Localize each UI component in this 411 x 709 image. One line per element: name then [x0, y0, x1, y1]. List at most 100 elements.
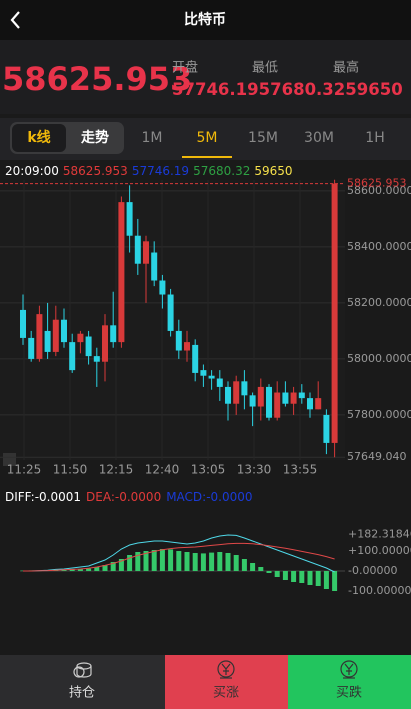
quote-label: 开盘 [172, 60, 198, 76]
macd-bar [127, 555, 133, 571]
candle-body [93, 356, 100, 362]
x-tick-label: 12:40 [145, 463, 180, 477]
macd-bar [168, 549, 174, 571]
kline-legend: 20:09:00 58625.953 57746.19 57680.32 59650 [5, 164, 293, 178]
macd-bar [135, 552, 141, 571]
macd-bar [69, 569, 75, 571]
candle-body [159, 280, 166, 295]
candle-body [20, 309, 26, 338]
candle-body [134, 235, 141, 264]
macd-bar [241, 559, 247, 571]
back-button[interactable] [10, 11, 20, 29]
candle-body [257, 386, 264, 407]
quote-value: 57746.19 [172, 80, 259, 99]
candle-body [331, 183, 338, 443]
candle-body [208, 375, 215, 379]
candle-body [110, 325, 117, 343]
buy-up-button[interactable] [165, 655, 288, 709]
macd-bar [200, 553, 206, 571]
candle-body [36, 314, 43, 359]
legend-item: DEA:-0.0000 [86, 490, 161, 504]
macd-bar [323, 571, 329, 589]
candle-body [315, 398, 322, 410]
x-tick-label: 11:50 [53, 463, 88, 477]
candle-body [192, 344, 199, 373]
macd-bar [332, 571, 338, 591]
candle-body [61, 319, 67, 343]
y-tick-label: 58400.0000 [347, 240, 411, 253]
x-tick-label: 13:30 [237, 463, 272, 477]
macd-line [23, 534, 335, 573]
legend-item: 57746.19 [132, 164, 189, 178]
candle-body [102, 325, 108, 362]
candle-body [266, 386, 272, 418]
title: 比特币 [184, 11, 226, 28]
legend-item: 59650 [254, 164, 292, 178]
mode-tab[interactable]: 走势 [81, 129, 109, 146]
macd-bar [77, 569, 83, 571]
button-label: 持仓 [69, 686, 95, 701]
macd-bar [61, 570, 67, 571]
quote-value: 59650 [345, 80, 402, 99]
mode-selected [12, 124, 66, 152]
interval-tab[interactable]: 1M [142, 130, 163, 146]
tab-underline [182, 156, 232, 158]
quote-label: 最低 [252, 61, 278, 76]
candle-body [28, 337, 35, 359]
buy-down-button[interactable] [288, 655, 411, 709]
candle-body [274, 392, 281, 418]
candle-body [323, 414, 330, 443]
macd-bar [266, 571, 272, 573]
buy-down-icon [340, 660, 358, 679]
interval-tab[interactable]: 1H [365, 130, 384, 146]
macd-bar [233, 555, 239, 571]
macd-bar [225, 553, 231, 571]
candle-body [175, 330, 182, 351]
y-tick-label: -0.00000 [348, 564, 397, 577]
hold-button[interactable] [0, 655, 165, 709]
legend-item: 58625.953 [63, 164, 128, 178]
interval-tab[interactable]: 15M [248, 130, 278, 146]
macd-bar [159, 549, 165, 571]
scroll-handle[interactable] [3, 453, 16, 466]
macd-bar [258, 567, 264, 571]
candle-body [233, 381, 240, 404]
macd-bar [151, 550, 157, 571]
macd-bar [291, 571, 297, 582]
y-tick-label: 58000.0000 [347, 352, 411, 365]
candle-body [249, 395, 256, 407]
mode-tab[interactable]: k线 [27, 129, 50, 146]
macd-bar [118, 559, 124, 571]
macd-line [23, 542, 335, 572]
macd-bar [274, 571, 280, 577]
y-tick-label: 58600.0000 [347, 184, 411, 197]
last-price-label: 58625.953 [347, 177, 407, 190]
candle-body [69, 342, 76, 371]
interval-tab[interactable]: 30M [304, 130, 334, 146]
macd-bar [209, 552, 215, 571]
interval-tab[interactable]: 5M [197, 130, 218, 146]
macd-bar [282, 571, 288, 580]
macd-bar [102, 565, 108, 571]
candle-body [52, 319, 59, 352]
quote-panel [0, 40, 411, 114]
legend-item: MACD:-0.0000 [166, 490, 252, 504]
y-tick-label: 58200.0000 [347, 296, 411, 309]
x-tick-label: 13:55 [283, 463, 318, 477]
macd-legend: DIFF:-0.0001 DEA:-0.0000 MACD:-0.0000 [5, 490, 253, 504]
y-tick-label: 57800.0000 [347, 408, 411, 421]
macd-bar [176, 551, 182, 571]
legend-item: DIFF:-0.0001 [5, 490, 81, 504]
y-tick-label: -100.00000 [348, 584, 411, 597]
legend-time: 20:09:00 [5, 164, 59, 178]
candle-body [151, 252, 158, 281]
macd-bar [86, 568, 92, 571]
quote-values: 57746.1957680.3259650 [172, 80, 403, 99]
macd-bar [299, 571, 305, 583]
candle-body [77, 333, 84, 343]
macd-bar [307, 571, 313, 585]
button-label: 买涨 [213, 686, 239, 701]
y-tick-label: +100.00000 [348, 544, 411, 557]
candle-body [184, 342, 190, 351]
macd-bar [315, 571, 321, 586]
